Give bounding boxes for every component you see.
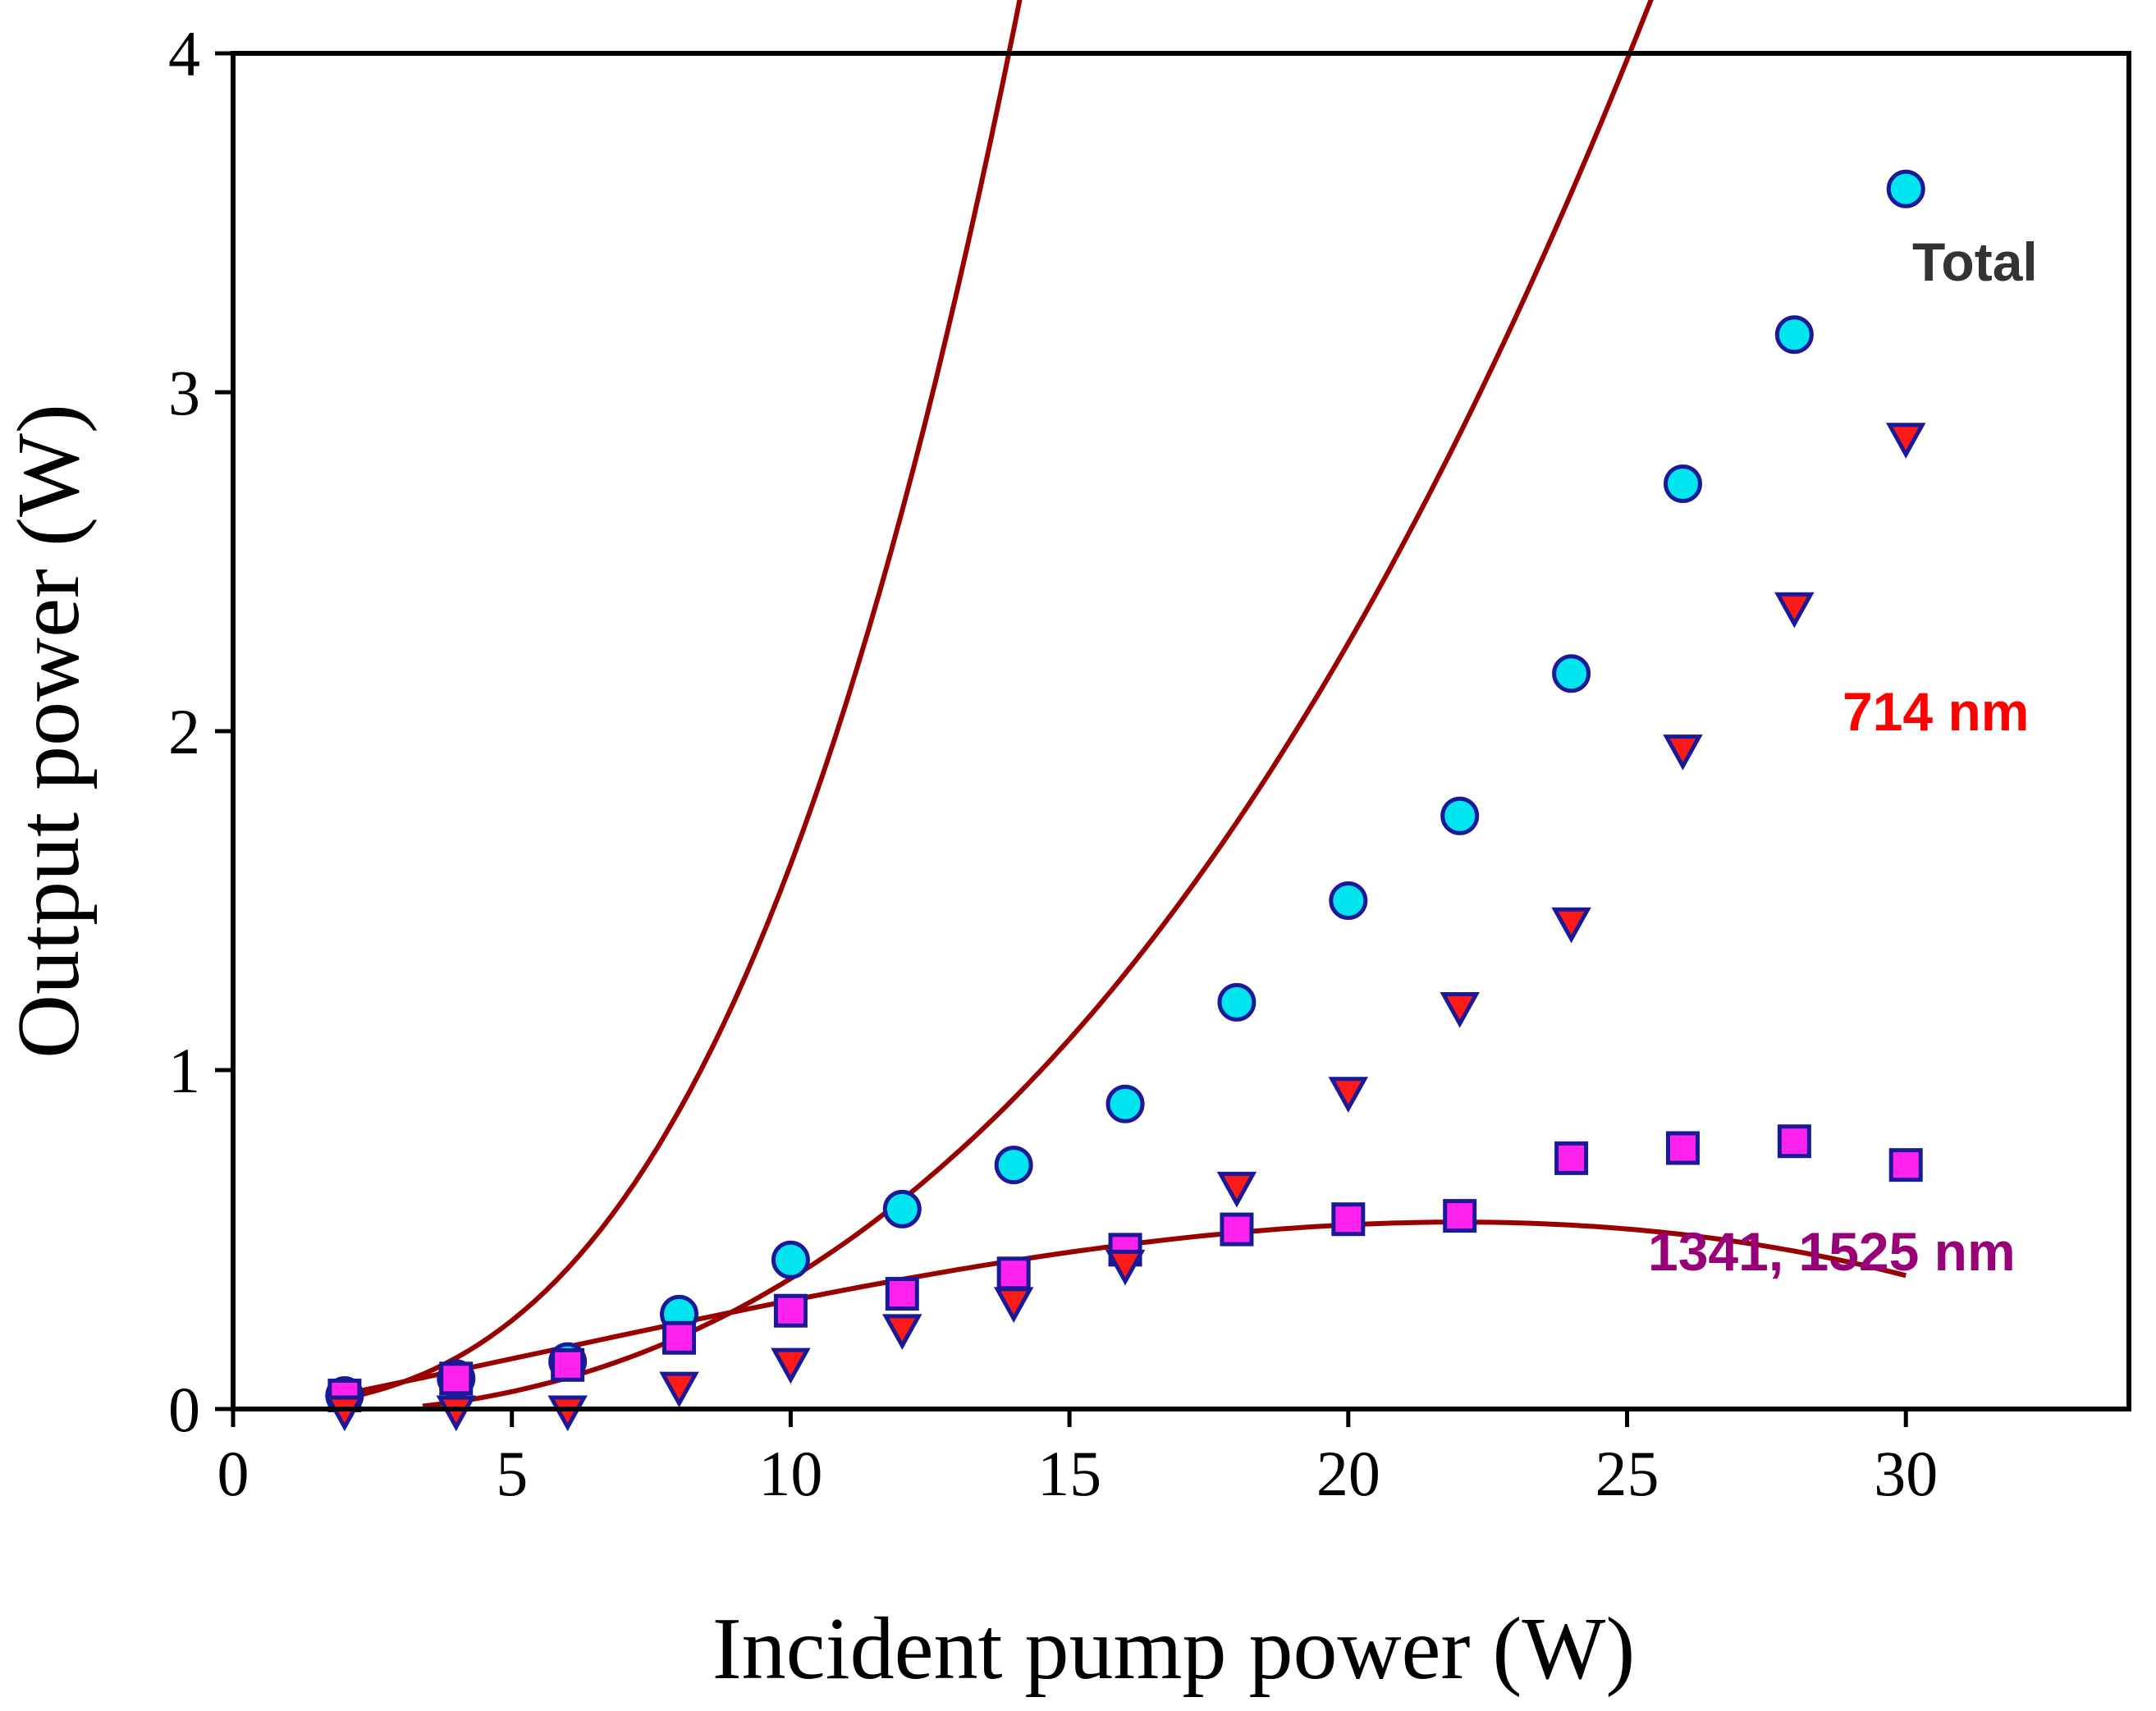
plot-area: 0 5 10 15 20 25 30 0 1 2 3 4 xyxy=(168,0,2131,1509)
square-point xyxy=(1443,1199,1477,1233)
x-axis-title: Incident pump power (W) xyxy=(712,1600,1636,1698)
total-point xyxy=(771,1240,810,1279)
total-point xyxy=(1552,654,1591,693)
square-point xyxy=(551,1347,585,1382)
total-point xyxy=(1217,982,1257,1022)
y-axis-title: Output power (W) xyxy=(0,404,98,1059)
fit-curve-0 xyxy=(344,0,1023,1401)
square-point xyxy=(1331,1202,1366,1237)
total-point xyxy=(1329,881,1368,920)
data-markers xyxy=(324,169,1926,1432)
total-point xyxy=(1886,169,1925,208)
square-point xyxy=(1220,1212,1254,1247)
triangle-point xyxy=(771,1347,811,1384)
square-point xyxy=(1777,1124,1811,1159)
total-point xyxy=(882,1189,922,1228)
fit-curves xyxy=(344,0,1907,1409)
y-tick-label: 2 xyxy=(168,696,200,767)
triangle-point xyxy=(1551,907,1591,944)
x-tick-label: 25 xyxy=(1595,1438,1659,1509)
triangle-point xyxy=(324,1395,365,1432)
x-tick-label: 5 xyxy=(496,1438,528,1509)
triangle-point xyxy=(547,1395,588,1432)
triangle-point xyxy=(1328,1077,1369,1113)
x-tick-label: 0 xyxy=(217,1438,249,1509)
triangle-point xyxy=(993,1287,1034,1323)
square-point xyxy=(1554,1141,1589,1175)
total-point xyxy=(1105,1084,1145,1123)
y-tick-label: 4 xyxy=(168,18,200,89)
square-point xyxy=(885,1277,919,1311)
fit-curve-1 xyxy=(422,0,1654,1409)
triangle-point xyxy=(1105,1249,1146,1286)
x-tick-label: 15 xyxy=(1037,1438,1101,1509)
series-label-1341-1525nm: 1341, 1525 nm xyxy=(1648,1221,2016,1282)
y-tick-label: 1 xyxy=(168,1035,200,1106)
y-tick-label: 0 xyxy=(168,1374,200,1445)
triangle-point xyxy=(882,1314,922,1351)
x-tick-label: 10 xyxy=(758,1438,822,1509)
series-label-total: Total xyxy=(1912,231,2038,292)
x-tick-label: 20 xyxy=(1316,1438,1380,1509)
square-point xyxy=(1665,1131,1700,1165)
total-point xyxy=(1440,796,1480,835)
total-point xyxy=(1774,315,1814,355)
total-point xyxy=(1663,464,1702,504)
square-point xyxy=(439,1361,474,1396)
square-point xyxy=(1888,1148,1923,1183)
square-point xyxy=(996,1256,1031,1291)
triangle-point xyxy=(1774,592,1815,629)
total-point xyxy=(994,1146,1033,1185)
square-point xyxy=(662,1320,697,1355)
axis-ticks: 0 5 10 15 20 25 30 0 1 2 3 4 xyxy=(168,18,1938,1509)
triangle-point xyxy=(1440,992,1480,1028)
triangle-point xyxy=(659,1371,699,1408)
triangle-point xyxy=(1216,1171,1257,1208)
series-label-714nm: 714 nm xyxy=(1842,681,2029,742)
y-tick-label: 3 xyxy=(168,357,200,428)
triangle-point xyxy=(1663,734,1703,771)
square-point xyxy=(773,1293,808,1328)
x-tick-label: 30 xyxy=(1874,1438,1938,1509)
triangle-point xyxy=(436,1395,477,1432)
triangle-point xyxy=(1885,423,1926,459)
